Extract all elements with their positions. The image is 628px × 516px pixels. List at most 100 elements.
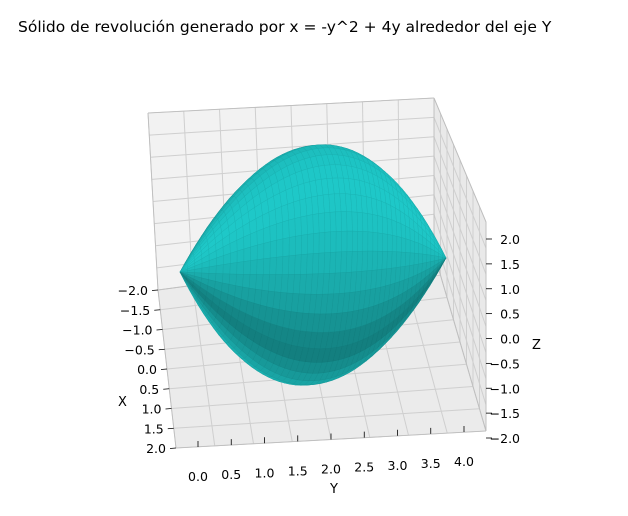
surface-patch <box>329 211 337 232</box>
y-tick-label: 2.5 <box>354 460 374 475</box>
surface-patch <box>381 251 388 270</box>
surface-patch <box>400 251 406 268</box>
surface-patch <box>401 237 407 253</box>
surface-patch <box>329 251 337 274</box>
pane-edge <box>433 252 487 432</box>
surface-patch <box>262 211 271 229</box>
surface-patch <box>318 212 326 234</box>
surface-patch <box>235 274 244 288</box>
surface-patch <box>430 255 435 262</box>
surface-patch <box>356 251 363 272</box>
surface-patch <box>230 250 238 264</box>
surface-patch <box>263 257 271 275</box>
surface-patch <box>249 259 258 275</box>
surface-patch <box>236 261 245 275</box>
surface-patch <box>372 232 379 252</box>
surface-patch <box>405 252 411 267</box>
x-tick-label: −0.5 <box>124 342 154 357</box>
y-axis-label: Y <box>329 482 338 497</box>
y-tick-label: 1.5 <box>288 463 308 478</box>
surface-patch <box>318 252 325 274</box>
surface-patch <box>367 213 374 233</box>
x-tick-mark <box>163 388 170 390</box>
tick-marks <box>151 238 492 449</box>
surface-patch <box>356 212 364 232</box>
z-tick-label: 1.5 <box>500 257 520 272</box>
surface-patch <box>377 215 383 234</box>
x-tick-mark <box>160 368 168 370</box>
surface-patch <box>301 234 308 255</box>
surface-patch <box>340 211 348 232</box>
surface-patch <box>335 231 342 253</box>
surface-patch <box>324 231 331 253</box>
z-tick-label: −1.0 <box>490 381 520 396</box>
surface-patch <box>400 223 407 240</box>
y-tick-label: 0.5 <box>221 467 241 482</box>
surface-patch <box>293 199 302 219</box>
surface-patch <box>256 258 264 275</box>
surface-patch <box>288 255 296 275</box>
right-grid-hline <box>433 194 487 353</box>
surface-patch <box>409 252 415 266</box>
surface-patch <box>256 228 265 246</box>
surface-patch <box>306 253 314 275</box>
surface-patch <box>300 215 308 236</box>
surface-patch <box>362 231 369 252</box>
pane-edge <box>147 97 435 114</box>
surface-patch <box>405 238 411 253</box>
z-tick-label: −1.5 <box>490 406 520 421</box>
surface-patch <box>313 232 320 254</box>
surface-patch <box>276 221 284 241</box>
surface-patch <box>312 253 320 275</box>
surface-patch <box>270 240 277 259</box>
surface-patch <box>382 216 388 235</box>
x-tick-label: 2.0 <box>146 441 166 456</box>
surface-patch <box>441 257 447 264</box>
surface-patch <box>250 244 258 261</box>
surface-of-revolution <box>179 144 447 386</box>
x-tick-label: 1.0 <box>142 402 162 417</box>
surface-patch <box>396 251 402 268</box>
surface-patch <box>396 221 402 238</box>
y-tick-label: 3.0 <box>388 458 408 473</box>
surface-patch <box>312 213 320 234</box>
surface-patch <box>426 254 432 263</box>
surface-patch <box>222 273 231 285</box>
surface-patch <box>335 211 342 232</box>
right-grid-hline <box>433 214 487 379</box>
surface-patch <box>405 225 411 241</box>
surface-patch <box>330 231 337 253</box>
y-tick-label: 0.0 <box>188 469 208 484</box>
surface-patch <box>276 238 284 258</box>
surface-patch <box>295 235 302 256</box>
x-tick-mark <box>151 289 159 291</box>
surface-patch <box>208 265 217 274</box>
surface-patch <box>269 257 277 275</box>
surface-patch <box>243 260 251 275</box>
surface-patch <box>422 244 428 255</box>
surface-patch <box>288 218 296 238</box>
surface-patch <box>387 234 393 252</box>
floor-grid-line-x <box>173 408 480 429</box>
x-axis-label: X <box>118 395 127 410</box>
surface-patch <box>340 251 348 273</box>
surface-patch <box>418 253 423 265</box>
surface-patch <box>351 251 358 273</box>
z-tick-label: 1.0 <box>500 282 520 297</box>
surface-patch <box>300 253 308 275</box>
z-tick-label: 0.0 <box>500 332 520 347</box>
surface-patch <box>377 232 383 252</box>
x-tick-mark <box>169 447 177 449</box>
surface-patch <box>288 236 296 257</box>
surface-patch <box>367 231 374 252</box>
x-tick-mark <box>156 329 163 331</box>
surface-patch <box>386 251 393 269</box>
surface-patch <box>382 233 388 252</box>
surface-patch <box>250 231 258 248</box>
surface-patch <box>366 250 374 271</box>
surface-patch <box>414 241 419 254</box>
y-tick-label: 2.0 <box>321 462 341 477</box>
surface-patch <box>413 253 419 265</box>
x-tick-label: 0.0 <box>137 362 157 377</box>
pane-edge <box>433 97 487 223</box>
